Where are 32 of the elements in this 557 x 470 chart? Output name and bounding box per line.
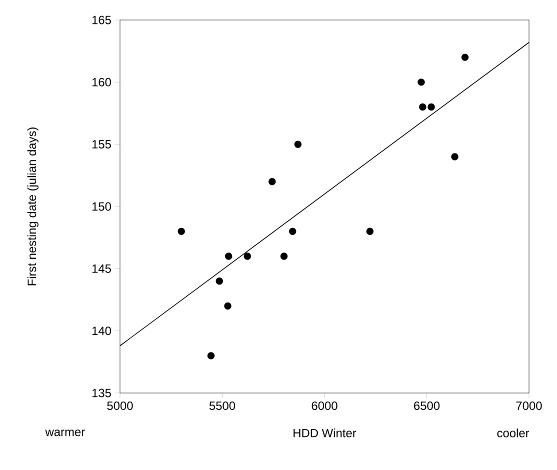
point — [289, 228, 296, 235]
point — [428, 103, 435, 111]
y-axis-title: First nesting date (julian days) — [27, 128, 38, 286]
x-tick-label: 5000 — [107, 402, 133, 410]
point — [207, 352, 215, 360]
x-tick-label: 5500 — [209, 402, 236, 410]
point — [461, 54, 469, 61]
y-tick-label: 155 — [92, 140, 111, 148]
x-tick-label: 7000 — [516, 402, 542, 410]
point — [419, 103, 426, 111]
point — [268, 178, 276, 186]
text: warmer — [45, 430, 85, 436]
point — [244, 252, 252, 260]
y-tick-label: 145 — [92, 264, 111, 273]
y-tick-label: 160 — [92, 78, 112, 86]
point — [224, 302, 232, 310]
point — [451, 153, 458, 160]
x-tick-label: 6500 — [414, 402, 440, 410]
x-axis-title: HDD Winter — [294, 428, 356, 438]
point — [294, 140, 302, 148]
point — [418, 78, 425, 86]
y-tick-label: 140 — [92, 326, 112, 336]
point — [280, 252, 288, 260]
text: cooler — [497, 428, 530, 438]
y-tick-label: 150 — [92, 202, 112, 211]
y-tick-label: 165 — [92, 16, 111, 24]
y-tick-label: 135 — [92, 388, 111, 398]
point — [224, 252, 232, 260]
point — [366, 228, 374, 235]
point — [178, 228, 185, 235]
x-tick-label: 6000 — [312, 402, 338, 410]
point — [216, 278, 223, 285]
